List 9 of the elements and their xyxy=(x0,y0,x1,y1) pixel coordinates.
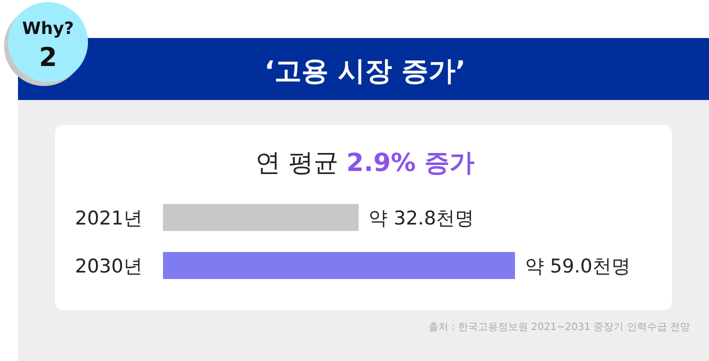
data-label: 약 59.0천명 xyxy=(525,256,630,278)
source-note: 출처 : 한국고용정보원 2021~2031 중장기 인력수급 전망 xyxy=(428,322,690,333)
text: 2 xyxy=(38,43,58,73)
chart-subtitle: 연 평균 2.9% 증가 xyxy=(256,148,474,177)
data-label: 약 32.8천명 xyxy=(368,208,474,230)
y-tick-label: 2030년 xyxy=(75,256,142,278)
chart-title: ‘고용 시장 증가’ xyxy=(264,56,466,87)
text: Why? xyxy=(22,19,74,39)
y-tick-label: 2021년 xyxy=(75,208,142,230)
